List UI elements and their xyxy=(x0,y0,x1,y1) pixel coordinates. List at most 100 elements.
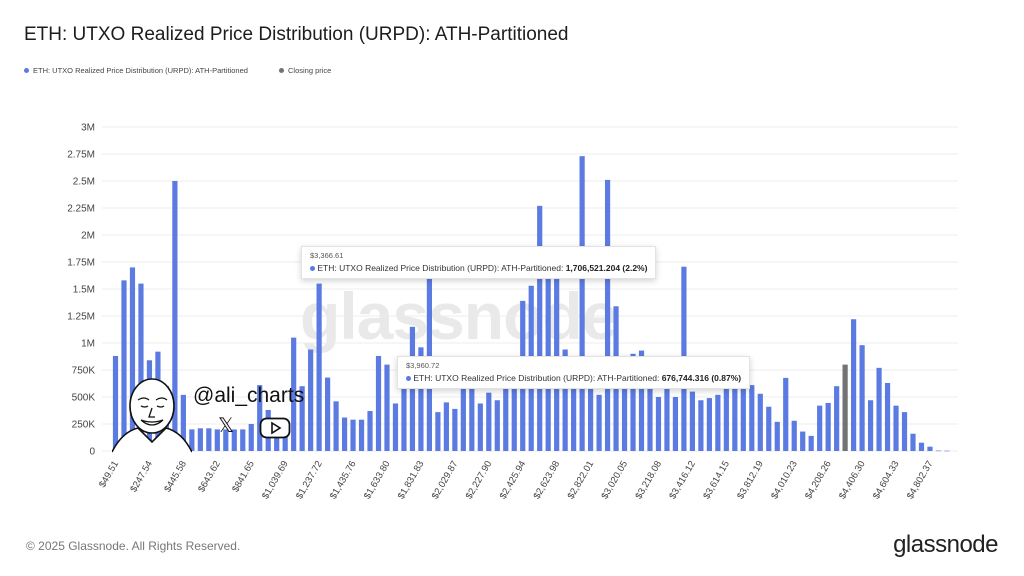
urpd-bar[interactable] xyxy=(511,375,517,451)
urpd-bar[interactable] xyxy=(214,429,220,451)
urpd-bar[interactable] xyxy=(834,386,840,451)
urpd-bar[interactable] xyxy=(223,429,229,451)
urpd-bar[interactable] xyxy=(274,432,280,451)
urpd-bar[interactable] xyxy=(367,411,373,451)
urpd-bar[interactable] xyxy=(308,349,314,451)
urpd-bar[interactable] xyxy=(774,421,780,451)
urpd-bar[interactable] xyxy=(138,283,144,451)
urpd-bar[interactable] xyxy=(350,419,356,451)
urpd-bar[interactable] xyxy=(443,402,449,451)
urpd-bar[interactable] xyxy=(469,380,475,451)
urpd-bar[interactable] xyxy=(121,280,127,451)
closing-price-bar[interactable] xyxy=(842,364,848,451)
urpd-bar[interactable] xyxy=(129,267,136,451)
urpd-bar[interactable] xyxy=(333,401,339,451)
urpd-bar[interactable] xyxy=(655,397,662,451)
urpd-bar[interactable] xyxy=(282,432,288,451)
urpd-bar[interactable] xyxy=(817,405,823,451)
urpd-bar[interactable] xyxy=(808,435,814,451)
urpd-bar[interactable] xyxy=(766,406,772,451)
urpd-bar[interactable] xyxy=(579,156,585,451)
urpd-bar[interactable] xyxy=(918,442,925,451)
urpd-bar[interactable] xyxy=(588,370,594,451)
urpd-bar[interactable] xyxy=(392,403,399,451)
urpd-bar[interactable] xyxy=(893,405,899,451)
urpd-bar[interactable] xyxy=(876,367,882,451)
urpd-bar[interactable] xyxy=(240,429,246,451)
urpd-bar[interactable] xyxy=(698,400,704,451)
urpd-bar[interactable] xyxy=(435,412,441,451)
urpd-bar[interactable] xyxy=(935,450,942,452)
urpd-bar[interactable] xyxy=(291,337,297,451)
urpd-bar[interactable] xyxy=(401,375,407,451)
urpd-bar[interactable] xyxy=(749,385,755,451)
urpd-bar[interactable] xyxy=(494,400,500,451)
urpd-bar[interactable] xyxy=(723,386,729,451)
legend-dot-icon xyxy=(24,68,29,73)
urpd-bar[interactable] xyxy=(197,428,203,451)
urpd-bar[interactable] xyxy=(418,347,424,451)
urpd-bar[interactable] xyxy=(384,364,390,451)
urpd-bar[interactable] xyxy=(189,429,195,451)
urpd-bar[interactable] xyxy=(630,353,636,451)
urpd-bar[interactable] xyxy=(375,355,382,451)
y-tick-label: 250K xyxy=(72,420,96,431)
urpd-bar[interactable] xyxy=(460,384,466,451)
urpd-bar[interactable] xyxy=(452,408,458,451)
urpd-bar[interactable] xyxy=(596,394,602,451)
urpd-bar[interactable] xyxy=(825,402,831,451)
urpd-bar[interactable] xyxy=(927,446,933,451)
y-tick-label: 1.75M xyxy=(67,258,95,269)
urpd-bar[interactable] xyxy=(910,433,916,451)
urpd-bar[interactable] xyxy=(486,392,492,451)
urpd-bar[interactable] xyxy=(172,181,178,451)
urpd-bar[interactable] xyxy=(503,379,509,451)
urpd-bar[interactable] xyxy=(248,424,254,451)
urpd-bar[interactable] xyxy=(325,377,331,451)
urpd-bar[interactable] xyxy=(562,349,568,451)
urpd-bar[interactable] xyxy=(884,382,891,451)
urpd-bar[interactable] xyxy=(689,391,696,451)
urpd-bar[interactable] xyxy=(672,397,679,451)
urpd-bar[interactable] xyxy=(791,420,797,451)
urpd-bar[interactable] xyxy=(664,384,670,451)
urpd-bar[interactable] xyxy=(800,431,806,451)
urpd-bar[interactable] xyxy=(647,373,653,451)
urpd-bar[interactable] xyxy=(740,381,746,451)
urpd-bar[interactable] xyxy=(545,256,551,451)
urpd-bar[interactable] xyxy=(206,428,212,451)
urpd-bar[interactable] xyxy=(358,419,365,451)
urpd-bar[interactable] xyxy=(537,205,543,451)
urpd-bar[interactable] xyxy=(867,400,874,451)
legend-dot-icon xyxy=(279,68,284,73)
urpd-bar[interactable] xyxy=(732,384,738,451)
urpd-bar[interactable] xyxy=(477,403,483,451)
urpd-bar[interactable] xyxy=(706,398,712,451)
urpd-bar[interactable] xyxy=(341,417,348,451)
urpd-bar[interactable] xyxy=(112,355,119,451)
x-tick-label: $1,435.76 xyxy=(328,459,359,501)
y-tick-label: 2.5M xyxy=(73,177,95,188)
legend-label: Closing price xyxy=(288,66,332,75)
urpd-bar[interactable] xyxy=(316,283,322,451)
urpd-bar[interactable] xyxy=(257,385,263,451)
urpd-bar[interactable] xyxy=(621,355,628,451)
urpd-bar[interactable] xyxy=(901,412,908,451)
x-tick-label: $2,227.90 xyxy=(464,459,495,501)
urpd-bar[interactable] xyxy=(715,394,721,451)
urpd-bar[interactable] xyxy=(757,393,763,451)
urpd-bar[interactable] xyxy=(299,386,305,451)
urpd-bar[interactable] xyxy=(180,394,186,451)
urpd-bar[interactable] xyxy=(783,377,789,451)
legend-item-closing-price[interactable]: Closing price xyxy=(279,66,331,75)
urpd-bar[interactable] xyxy=(571,364,577,451)
urpd-bar[interactable] xyxy=(604,179,611,452)
legend-item-urpd[interactable]: ETH: UTXO Realized Price Distribution (U… xyxy=(24,66,248,75)
glassnode-logo[interactable]: glassnode xyxy=(893,531,998,558)
urpd-bar[interactable] xyxy=(638,350,645,451)
x-tick-label: $1,633.80 xyxy=(362,459,393,501)
urpd-bar[interactable] xyxy=(859,345,865,451)
urpd-bar[interactable] xyxy=(851,319,857,451)
urpd-bar[interactable] xyxy=(944,450,950,452)
urpd-bar[interactable] xyxy=(231,429,237,451)
